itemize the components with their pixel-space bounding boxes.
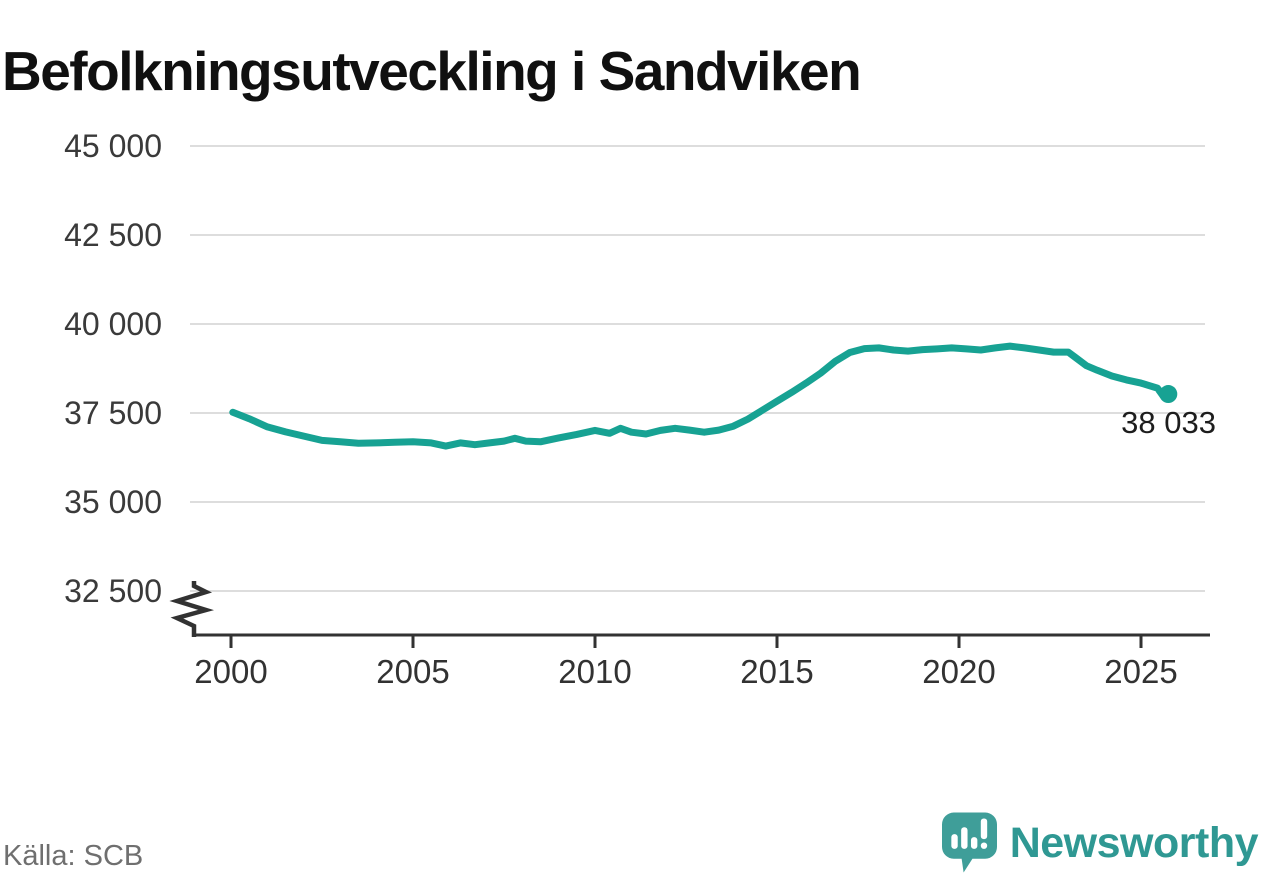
y-axis-tick-label: 45 000 xyxy=(64,128,162,164)
last-point-marker xyxy=(1159,385,1178,404)
bar-chart-glyph xyxy=(951,818,987,849)
y-axis-tick-label: 35 000 xyxy=(64,484,162,520)
y-axis-tick-label: 32 500 xyxy=(64,573,162,609)
x-axis-tick-label: 2015 xyxy=(740,653,813,690)
source-note: Källa: SCB xyxy=(3,840,144,872)
x-axis-tick-label: 2020 xyxy=(922,653,995,690)
newsworthy-logo: Newsworthy xyxy=(941,812,1259,874)
y-axis-break-icon xyxy=(169,581,215,637)
y-axis-tick-label: 40 000 xyxy=(64,306,162,342)
population-line-series xyxy=(229,342,1172,450)
y-axis-tick-label: 37 500 xyxy=(64,395,162,431)
x-axis-tick-label: 2010 xyxy=(558,653,631,690)
newsworthy-speech-bubble-bar-chart-icon xyxy=(941,812,997,873)
y-axis-tick-label: 42 500 xyxy=(64,217,162,253)
chart-title: Befolkningsutveckling i Sandviken xyxy=(2,39,862,102)
x-axis-tick-label: 2005 xyxy=(376,653,449,690)
x-axis-tick-label: 2025 xyxy=(1104,653,1177,690)
newsworthy-logo-text: Newsworthy xyxy=(1009,818,1259,867)
last-value-label: 38 033 xyxy=(1121,405,1216,440)
x-axis-tick-label: 2000 xyxy=(194,653,267,690)
